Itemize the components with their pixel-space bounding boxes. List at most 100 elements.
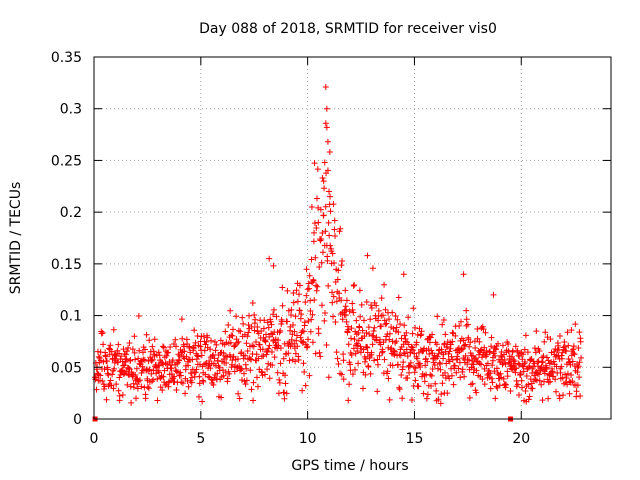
data-point: [110, 326, 117, 333]
data-point: [304, 286, 311, 293]
data-point: [578, 354, 585, 361]
data-point: [502, 361, 509, 368]
data-point: [565, 342, 572, 349]
x-tick-label: 10: [299, 431, 317, 447]
data-point: [569, 358, 576, 365]
data-point: [159, 387, 166, 394]
data-point: [154, 376, 161, 382]
data-point: [277, 345, 284, 352]
data-point: [499, 342, 506, 349]
data-point: [276, 376, 283, 383]
x-tick-label: 15: [406, 431, 424, 447]
data-point: [93, 386, 100, 393]
data-point: [321, 317, 328, 324]
data-point: [524, 349, 531, 356]
data-point: [254, 383, 261, 390]
data-point: [293, 287, 300, 294]
data-point: [179, 380, 186, 387]
data-point: [398, 335, 405, 342]
data-point: [203, 338, 210, 345]
y-tick-label: 0.05: [51, 360, 82, 376]
data-point: [149, 343, 156, 350]
data-point: [267, 318, 274, 325]
data-point: [470, 361, 477, 368]
data-point: [279, 302, 286, 309]
data-point: [218, 394, 225, 401]
data-point: [135, 313, 142, 320]
data-point: [553, 388, 560, 395]
data-point: [188, 379, 195, 386]
data-point: [356, 324, 363, 331]
data-point: [446, 375, 453, 382]
data-point: [473, 367, 480, 374]
data-point: [431, 362, 438, 369]
data-point: [226, 370, 233, 377]
data-point: [317, 237, 324, 244]
data-point: [156, 362, 163, 369]
data-point: [402, 335, 409, 342]
data-point: [361, 358, 368, 365]
data-point: [120, 362, 127, 369]
data-point: [286, 357, 293, 364]
data-point: [343, 306, 350, 313]
data-point: [241, 370, 248, 377]
axis-ticks: 0 0.05 0.1 0.15 0.2 0.25 0.3 0.35 0 5 10 15 20: [51, 50, 611, 447]
y-tick-label: 0.25: [51, 153, 82, 169]
data-point: [556, 333, 563, 340]
data-point: [114, 359, 121, 366]
data-point: [317, 206, 324, 213]
data-point: [437, 366, 444, 373]
data-point: [348, 325, 355, 332]
data-point: [308, 203, 315, 210]
data-point: [192, 369, 199, 376]
data-point: [261, 317, 268, 324]
data-point: [128, 399, 135, 406]
data-point: [250, 397, 257, 404]
data-point: [424, 391, 431, 398]
data-point: [317, 353, 324, 360]
data-point: [101, 383, 108, 390]
data-point: [355, 329, 362, 336]
data-point: [201, 347, 208, 354]
data-point: [231, 368, 238, 375]
data-point: [229, 326, 236, 333]
data-point: [173, 343, 180, 350]
data-point: [483, 351, 490, 358]
data-point: [398, 372, 405, 379]
data-point: [104, 366, 111, 373]
data-point: [367, 316, 374, 323]
data-point: [563, 348, 570, 355]
data-point: [299, 387, 306, 394]
data-point: [268, 349, 275, 356]
data-point: [556, 395, 563, 402]
data-point: [576, 329, 583, 336]
data-point: [204, 334, 211, 341]
data-point: [379, 312, 386, 319]
data-point: [111, 365, 118, 372]
data-point: [269, 362, 276, 369]
data-point: [441, 390, 448, 397]
data-point: [178, 349, 185, 356]
data-point: [99, 377, 106, 384]
data-point: [193, 366, 200, 373]
data-point: [121, 370, 128, 377]
data-point: [401, 322, 408, 329]
data-point: [327, 193, 334, 200]
data-point: [306, 272, 313, 279]
data-point: [534, 370, 541, 377]
data-point: [566, 390, 573, 397]
data-point: [126, 340, 133, 347]
data-point: [309, 311, 316, 318]
data-point: [287, 343, 294, 350]
data-point: [550, 358, 557, 365]
data-point: [354, 342, 361, 349]
data-point: [103, 358, 110, 365]
data-point: [455, 365, 462, 372]
data-point: [293, 337, 300, 344]
data-point: [313, 287, 320, 294]
data-point: [400, 271, 407, 278]
data-point: [434, 313, 441, 320]
data-point: [552, 353, 559, 360]
data-point: [176, 357, 183, 364]
data-point: [98, 330, 105, 337]
